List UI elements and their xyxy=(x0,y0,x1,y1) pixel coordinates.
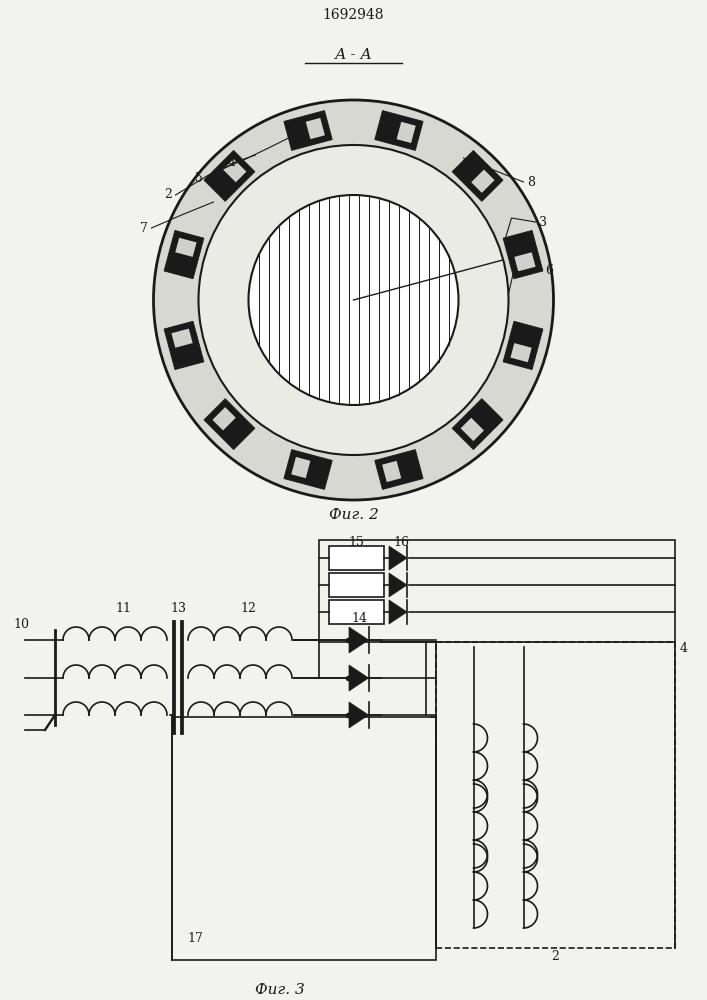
Text: 13: 13 xyxy=(170,602,186,615)
Polygon shape xyxy=(452,399,503,450)
Text: 1692948: 1692948 xyxy=(323,8,384,22)
Text: Фиг. 3: Фиг. 3 xyxy=(255,983,305,997)
Text: 7: 7 xyxy=(139,222,148,234)
Text: 4: 4 xyxy=(680,642,688,655)
Polygon shape xyxy=(452,150,503,201)
Polygon shape xyxy=(349,702,368,728)
Text: 6: 6 xyxy=(546,263,554,276)
Text: 15: 15 xyxy=(349,536,364,549)
Circle shape xyxy=(199,145,508,455)
Polygon shape xyxy=(397,122,416,143)
Polygon shape xyxy=(375,111,423,150)
Text: 16: 16 xyxy=(393,536,409,549)
Text: 11: 11 xyxy=(115,602,131,615)
Polygon shape xyxy=(503,321,543,370)
Polygon shape xyxy=(164,230,204,279)
Polygon shape xyxy=(284,111,332,150)
Polygon shape xyxy=(171,329,193,348)
Text: 2: 2 xyxy=(551,950,559,963)
Polygon shape xyxy=(382,461,402,482)
Bar xyxy=(329,573,384,597)
Text: 2: 2 xyxy=(165,188,173,202)
Bar xyxy=(319,540,675,642)
Bar xyxy=(172,717,436,960)
Polygon shape xyxy=(503,230,543,279)
Polygon shape xyxy=(175,238,197,257)
Polygon shape xyxy=(212,407,235,430)
Text: Фиг. 2: Фиг. 2 xyxy=(329,508,378,522)
Polygon shape xyxy=(389,573,407,597)
Polygon shape xyxy=(461,418,484,441)
Bar xyxy=(329,546,384,570)
Bar xyxy=(436,642,675,948)
Text: 4: 4 xyxy=(228,155,235,168)
Polygon shape xyxy=(472,170,495,193)
Polygon shape xyxy=(223,159,246,182)
Text: 10: 10 xyxy=(13,618,29,631)
Text: 5: 5 xyxy=(194,172,202,184)
Bar xyxy=(329,600,384,624)
Polygon shape xyxy=(164,321,204,370)
Text: 8: 8 xyxy=(527,176,535,188)
Polygon shape xyxy=(514,252,536,271)
Text: 14: 14 xyxy=(351,612,367,625)
Polygon shape xyxy=(389,546,407,570)
Text: А - А: А - А xyxy=(334,48,373,62)
Circle shape xyxy=(248,195,459,405)
Text: 17: 17 xyxy=(187,932,203,945)
Polygon shape xyxy=(204,150,255,201)
Polygon shape xyxy=(284,450,332,489)
Polygon shape xyxy=(305,118,325,139)
Polygon shape xyxy=(291,457,310,478)
Text: 3: 3 xyxy=(539,216,547,229)
Polygon shape xyxy=(389,600,407,624)
Polygon shape xyxy=(349,627,368,653)
Polygon shape xyxy=(349,665,368,691)
Polygon shape xyxy=(204,399,255,450)
Text: 12: 12 xyxy=(240,602,256,615)
Polygon shape xyxy=(375,450,423,489)
Polygon shape xyxy=(510,343,532,362)
Circle shape xyxy=(153,100,554,500)
